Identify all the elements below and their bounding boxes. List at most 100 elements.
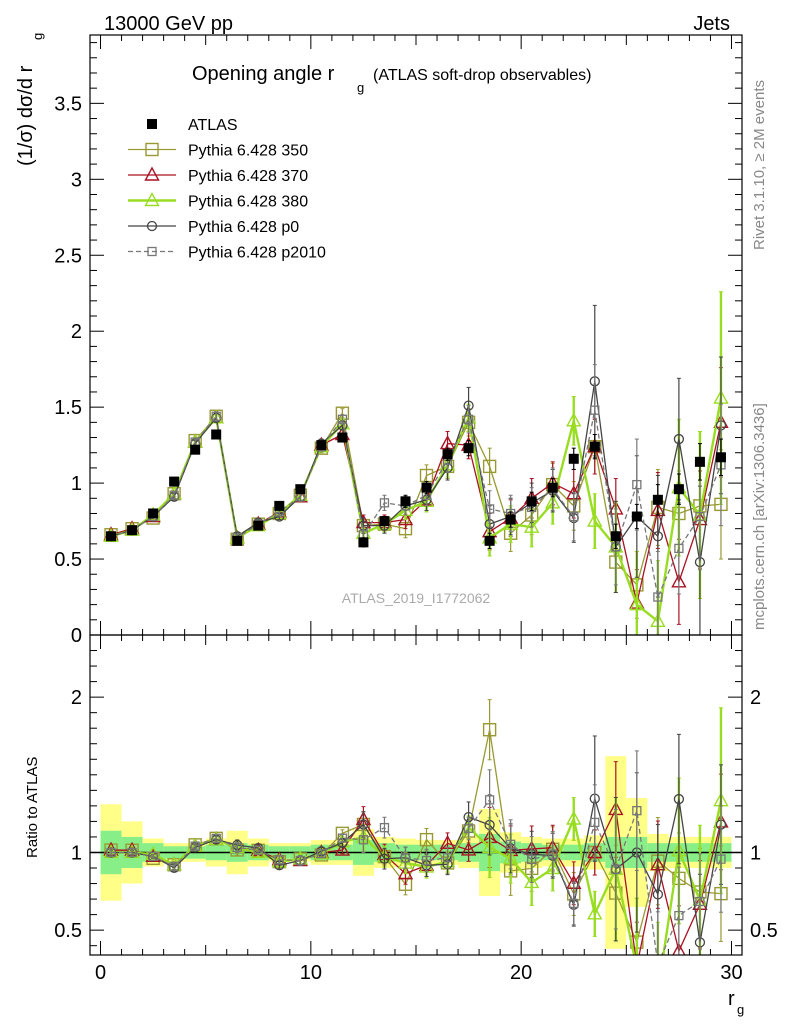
axes-layer: 0 10 20 30 0 0.5 1 1.5 2 2.5 3 3.5 0.5 0.5 1 1 2 2 — [54, 34, 778, 984]
main-p2010-point — [463, 414, 474, 424]
ratio-p2010-point — [169, 861, 179, 871]
main-p2010-point — [653, 592, 663, 602]
legend: ATLAS Pythia 6.428 350 Pythia 6.428 370 Pyt… — [128, 117, 326, 262]
main-p0-point — [652, 531, 664, 542]
main-atlas-point — [652, 494, 663, 505]
ratio-p2010-point — [548, 849, 558, 859]
collision-label: 13000 GeV pp — [104, 13, 233, 35]
main-y-tick-label: 0.5 — [54, 549, 82, 571]
main-atlas-point — [715, 452, 726, 463]
main-atlas-point — [358, 537, 369, 548]
plot-title-sub: g — [357, 80, 364, 95]
main-atlas-point — [631, 511, 642, 522]
legend-label-p370: Pythia 6.428 370 — [188, 168, 308, 185]
main-atlas-point — [400, 496, 411, 507]
main-y-tick-label: 2.5 — [54, 245, 82, 267]
main-p2010-point — [337, 414, 348, 424]
ratio-p2010-point — [569, 898, 579, 909]
ratio-p2010-point — [674, 910, 684, 921]
ratio-y-axis-label: Ratio to ATLAS — [24, 757, 41, 858]
ratio-p2010-point — [421, 855, 432, 866]
main-p350-line — [110, 411, 722, 587]
main-y-tick-label: 2 — [71, 321, 82, 343]
main-atlas-point — [190, 444, 201, 455]
main-atlas-point — [316, 440, 327, 451]
ratio-y-tick-label-right: 1 — [750, 842, 761, 864]
rivet-version-label: Rivet 3.1.10, ≥ 2M events — [751, 80, 768, 250]
legend-label-p350: Pythia 6.428 350 — [188, 143, 308, 160]
ratio-p2010-point — [253, 845, 263, 855]
ratio-p2010-point — [400, 853, 411, 863]
analysis-watermark: ATLAS_2019_I1772062 — [342, 590, 491, 606]
ratio-p2010-point — [358, 835, 369, 845]
main-y-tick-label: 3 — [71, 169, 82, 191]
ratio-p2010-point — [442, 853, 453, 863]
legend-marker-p370 — [144, 166, 160, 181]
main-p2010-point — [211, 411, 221, 421]
ratio-p350-point — [419, 832, 434, 847]
ratio-p2010-point — [127, 847, 137, 858]
ratio-p2010-point — [148, 851, 158, 862]
ratio-p2010-point — [232, 842, 242, 853]
main-p2010-point — [379, 498, 390, 508]
ratio-y-tick-label-right: 0.5 — [750, 920, 778, 942]
ratio-p370-point — [460, 841, 477, 856]
ratio-p0-point — [379, 853, 390, 864]
main-p2010-point — [632, 479, 642, 490]
category-label: Jets — [693, 13, 730, 35]
ratio-y-tick-label: 0.5 — [54, 920, 82, 942]
ratio-p2010-point — [316, 849, 327, 859]
ratio-y-tick-label: 1 — [71, 842, 82, 864]
legend-marker-p2010 — [147, 246, 157, 257]
main-atlas-point — [484, 535, 495, 546]
ratio-p370-point — [397, 865, 414, 880]
x-axis-label: r — [728, 988, 735, 1010]
ratio-p2010-point — [274, 855, 284, 865]
main-p0-point — [673, 433, 685, 445]
legend-marker-p350 — [145, 142, 159, 157]
ratio-p2010-point — [590, 817, 600, 828]
main-y-axis-label-sub: g — [30, 33, 45, 40]
main-atlas-point — [232, 535, 243, 546]
ratio-p2010-point — [527, 854, 537, 865]
legend-label-p0: Pythia 6.428 p0 — [188, 219, 299, 236]
main-y-tick-label: 1.5 — [54, 397, 82, 419]
main-atlas-point — [106, 531, 117, 542]
ratio-p370-point — [334, 841, 351, 856]
ratio-p380-point — [651, 985, 664, 997]
ratio-y-tick-label: 2 — [71, 687, 82, 709]
legend-label-p380: Pythia 6.428 380 — [188, 194, 308, 211]
main-atlas-point — [169, 476, 180, 487]
main-p2010-point — [590, 405, 600, 415]
main-atlas-point — [610, 531, 621, 542]
ratio-p2010-point — [337, 833, 348, 843]
ratio-p2010-point — [505, 839, 516, 849]
ratio-p350-point — [482, 723, 497, 737]
x-tick-label: 30 — [720, 962, 742, 984]
plot-title-main: Opening angle r — [192, 63, 335, 85]
main-atlas-point — [148, 508, 159, 519]
x-axis-label-sub: g — [737, 1002, 744, 1017]
main-y-tick-label: 0 — [71, 625, 82, 647]
main-p380-point — [629, 596, 645, 611]
main-atlas-point — [526, 496, 537, 507]
legend-marker-p380 — [144, 192, 160, 207]
ratio-p2010-point — [295, 855, 305, 866]
plot-title-rest: (ATLAS soft-drop observables) — [373, 67, 591, 84]
main-p2010-point — [674, 543, 684, 554]
main-y-tick-label: 1 — [71, 473, 82, 495]
ratio-p380-point — [524, 874, 540, 889]
main-p2010-point — [695, 511, 705, 522]
ratio-y-tick-label-right: 2 — [750, 687, 761, 709]
ratio-p2010-point — [106, 847, 116, 858]
main-y-axis-label: (1/σ) dσ/d r — [15, 65, 37, 166]
plot-title: Opening angle r — [192, 63, 335, 85]
legend-label-atlas: ATLAS — [188, 117, 238, 134]
ratio-p370-point — [630, 959, 643, 971]
ratio-p380-point — [630, 961, 643, 973]
main-atlas-point — [337, 432, 348, 443]
main-atlas-point — [253, 520, 264, 531]
ratio-p2010-point — [463, 823, 474, 834]
ratio-p2010-point — [379, 822, 390, 833]
